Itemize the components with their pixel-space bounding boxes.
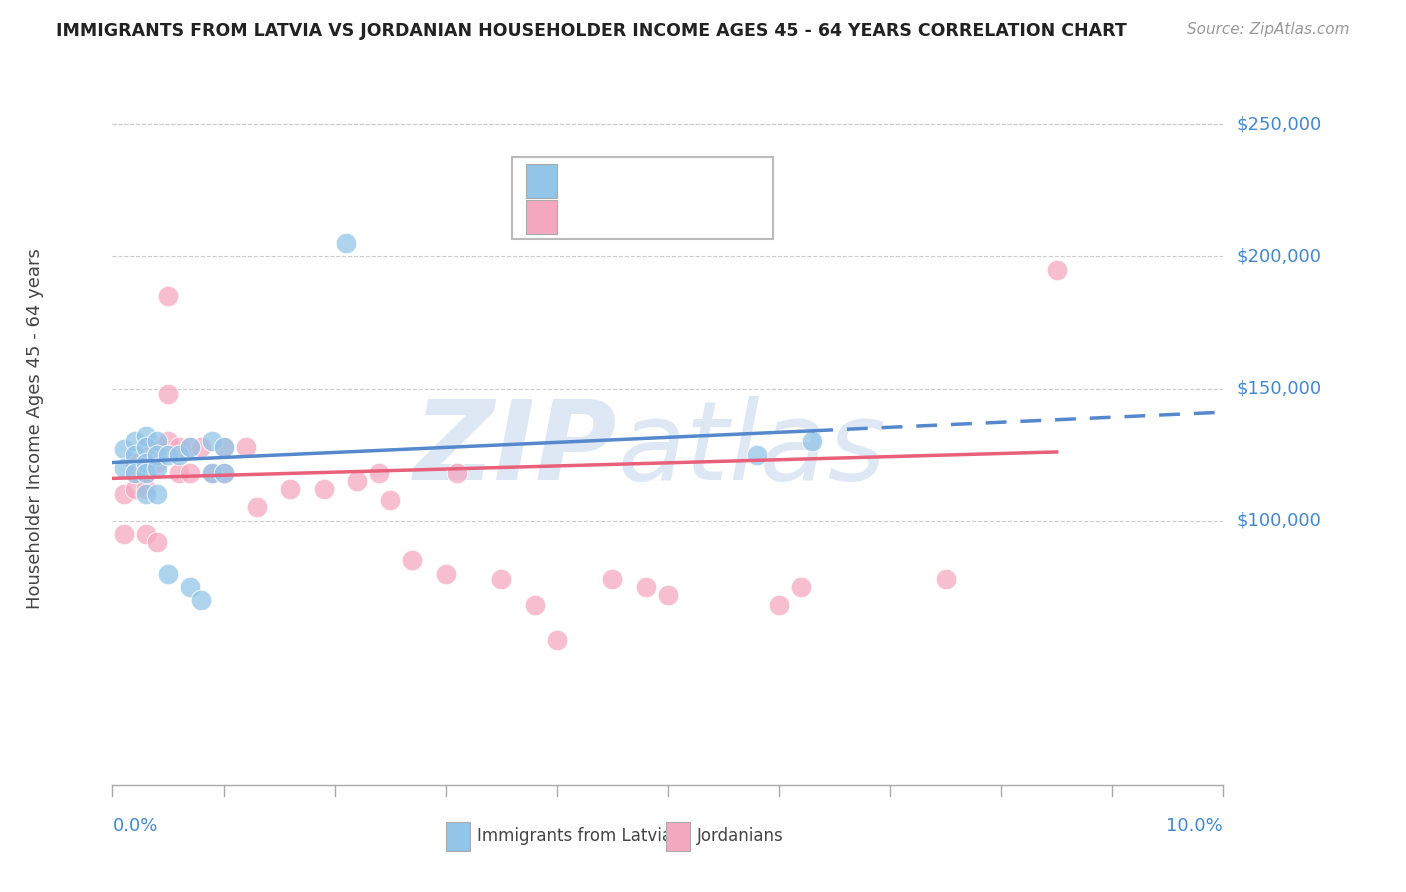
Point bbox=[212, 440, 235, 454]
Point bbox=[146, 460, 169, 475]
Text: Householder Income Ages 45 - 64 years: Householder Income Ages 45 - 64 years bbox=[25, 248, 44, 608]
FancyBboxPatch shape bbox=[665, 822, 690, 851]
Point bbox=[124, 448, 146, 462]
Point bbox=[157, 386, 180, 401]
Point bbox=[135, 429, 157, 443]
Point bbox=[546, 632, 568, 647]
Point bbox=[401, 553, 423, 567]
Point bbox=[135, 466, 157, 480]
Text: $150,000: $150,000 bbox=[1236, 379, 1322, 398]
FancyBboxPatch shape bbox=[446, 822, 470, 851]
Point bbox=[278, 482, 301, 496]
Point bbox=[179, 580, 201, 594]
Point bbox=[246, 500, 269, 515]
Point bbox=[157, 566, 180, 581]
Point bbox=[146, 487, 169, 501]
Point bbox=[657, 588, 679, 602]
Point bbox=[135, 456, 157, 470]
Point bbox=[157, 434, 180, 449]
Point bbox=[934, 572, 956, 586]
Text: $200,000: $200,000 bbox=[1236, 247, 1322, 265]
Text: R = 0.088   N = 27: R = 0.088 N = 27 bbox=[565, 172, 766, 191]
Point bbox=[135, 456, 157, 470]
Point bbox=[801, 434, 824, 449]
Point bbox=[523, 599, 546, 613]
Point bbox=[135, 440, 157, 454]
Point bbox=[146, 440, 169, 454]
Point bbox=[235, 440, 257, 454]
Point bbox=[157, 289, 180, 303]
Point bbox=[135, 487, 157, 501]
Text: 10.0%: 10.0% bbox=[1167, 817, 1223, 835]
Text: $250,000: $250,000 bbox=[1236, 115, 1322, 133]
Point bbox=[212, 466, 235, 480]
Point bbox=[167, 448, 190, 462]
Point bbox=[312, 482, 335, 496]
FancyBboxPatch shape bbox=[512, 157, 773, 239]
Point bbox=[124, 466, 146, 480]
Point bbox=[368, 466, 391, 480]
Point bbox=[112, 460, 135, 475]
Text: Jordanians: Jordanians bbox=[697, 828, 783, 846]
Point bbox=[112, 442, 135, 457]
Point bbox=[124, 482, 146, 496]
Point bbox=[212, 466, 235, 480]
Point bbox=[157, 448, 180, 462]
Point bbox=[146, 434, 169, 449]
Point bbox=[190, 440, 212, 454]
Text: 0.0%: 0.0% bbox=[112, 817, 157, 835]
Point bbox=[135, 482, 157, 496]
Point bbox=[602, 572, 624, 586]
Point bbox=[434, 566, 457, 581]
Point bbox=[1045, 262, 1069, 277]
Point bbox=[146, 448, 169, 462]
Point bbox=[167, 440, 190, 454]
FancyBboxPatch shape bbox=[526, 164, 557, 198]
Point bbox=[135, 527, 157, 541]
Point bbox=[179, 440, 201, 454]
Text: Immigrants from Latvia: Immigrants from Latvia bbox=[477, 828, 672, 846]
Point bbox=[112, 527, 135, 541]
Point bbox=[124, 456, 146, 470]
Text: IMMIGRANTS FROM LATVIA VS JORDANIAN HOUSEHOLDER INCOME AGES 45 - 64 YEARS CORREL: IMMIGRANTS FROM LATVIA VS JORDANIAN HOUS… bbox=[56, 22, 1128, 40]
Point bbox=[201, 466, 224, 480]
Point bbox=[190, 593, 212, 607]
Point bbox=[179, 440, 201, 454]
Point bbox=[346, 474, 368, 488]
Point bbox=[634, 580, 657, 594]
Point bbox=[768, 599, 790, 613]
Text: $100,000: $100,000 bbox=[1236, 512, 1322, 530]
Point bbox=[491, 572, 513, 586]
Point bbox=[179, 466, 201, 480]
Point bbox=[146, 456, 169, 470]
Point bbox=[135, 440, 157, 454]
Point bbox=[201, 466, 224, 480]
Point bbox=[446, 466, 468, 480]
Point bbox=[167, 466, 190, 480]
Text: R = 0.049   N = 44: R = 0.049 N = 44 bbox=[565, 208, 766, 227]
Point bbox=[335, 236, 357, 251]
Point bbox=[112, 487, 135, 501]
Text: Source: ZipAtlas.com: Source: ZipAtlas.com bbox=[1187, 22, 1350, 37]
Point bbox=[380, 492, 402, 507]
Point bbox=[201, 434, 224, 449]
Point bbox=[745, 448, 768, 462]
Point bbox=[135, 466, 157, 480]
Text: ZIP: ZIP bbox=[415, 396, 617, 503]
FancyBboxPatch shape bbox=[526, 200, 557, 234]
Point bbox=[124, 466, 146, 480]
Text: atlas: atlas bbox=[617, 396, 887, 503]
Point bbox=[146, 534, 169, 549]
Point bbox=[124, 434, 146, 449]
Point bbox=[212, 440, 235, 454]
Point bbox=[790, 580, 813, 594]
